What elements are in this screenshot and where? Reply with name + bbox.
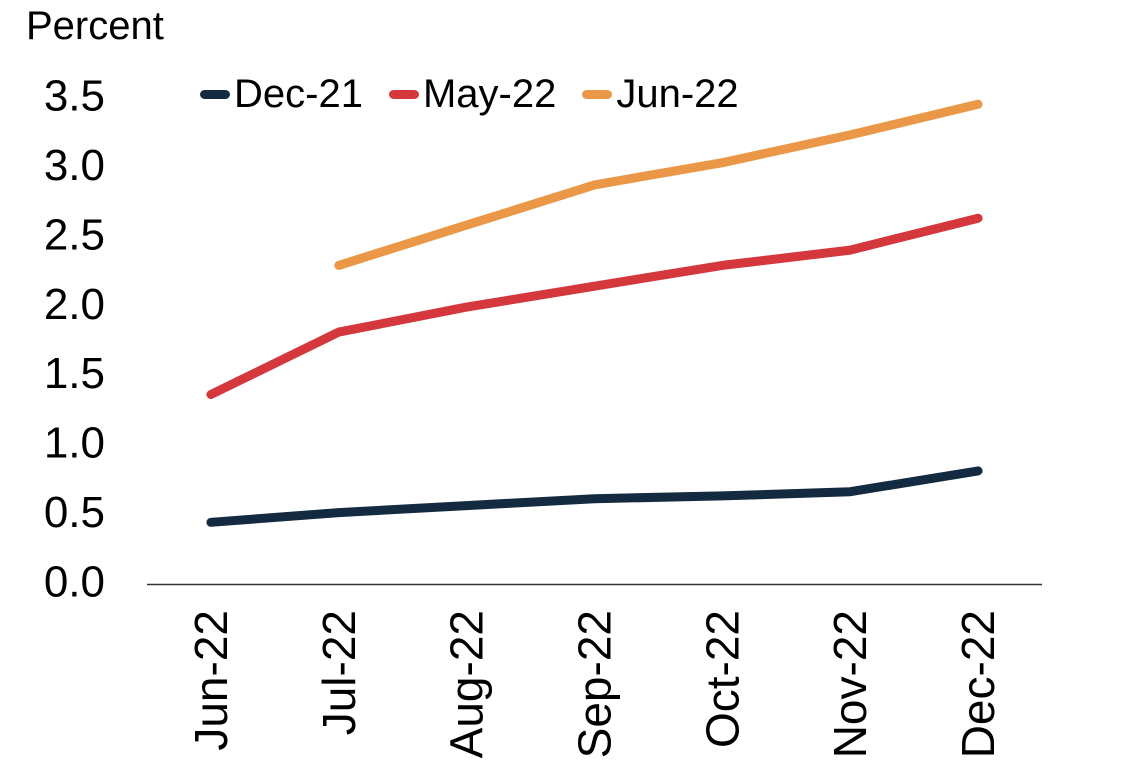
y-axis-tick-label: 1.0 xyxy=(44,419,105,468)
y-axis-tick-label: 3.5 xyxy=(44,72,105,121)
legend-label: Dec-21 xyxy=(234,72,363,116)
x-axis-tick-label: Jun-22 xyxy=(185,610,237,751)
y-axis-tick-label: 0.0 xyxy=(44,558,105,607)
x-axis-tick-label: Jul-22 xyxy=(313,610,365,735)
line-series-may-22 xyxy=(206,213,983,399)
legend-swatch-jun-22 xyxy=(582,90,613,99)
chart-legend: Dec-21 May-22 Jun-22 xyxy=(200,72,739,117)
y-axis-tick-label: 0.5 xyxy=(44,488,105,537)
chart-title: Percent xyxy=(26,4,164,48)
legend-item-dec-21: Dec-21 xyxy=(200,72,363,117)
y-axis-tick-label: 3.0 xyxy=(44,141,105,190)
line-series-dec-21 xyxy=(206,466,983,527)
y-axis-tick-label: 2.0 xyxy=(44,280,105,329)
line-series-jun-22 xyxy=(334,99,983,270)
legend-swatch-may-22 xyxy=(388,90,419,99)
legend-item-may-22: May-22 xyxy=(388,72,557,117)
legend-swatch-dec-21 xyxy=(200,90,230,99)
y-axis-tick-label: 2.5 xyxy=(44,210,105,259)
x-axis-tick-label: Aug-22 xyxy=(441,610,493,758)
legend-label: May-22 xyxy=(422,72,557,116)
x-axis-tick-label: Dec-22 xyxy=(952,610,1004,758)
y-axis-tick-label: 1.5 xyxy=(44,349,105,398)
legend-label: Jun-22 xyxy=(616,72,739,116)
x-axis-tick-label: Sep-22 xyxy=(569,610,621,758)
x-axis-tick-label: Oct-22 xyxy=(696,610,748,748)
x-axis-tick-label: Nov-22 xyxy=(824,610,876,758)
legend-item-jun-22: Jun-22 xyxy=(582,72,739,117)
